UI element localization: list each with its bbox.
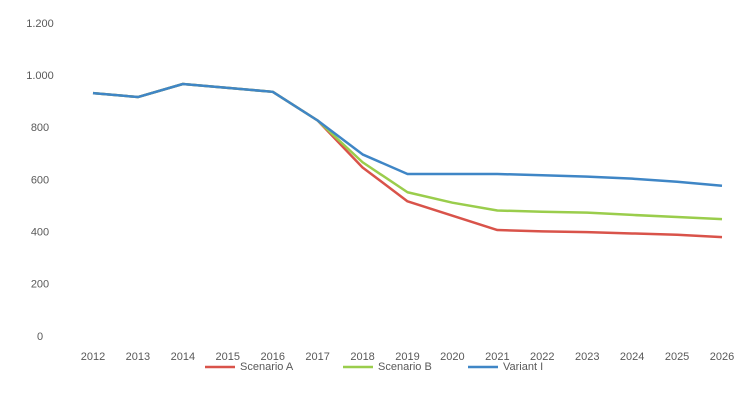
- x-tick-label: 2026: [710, 351, 734, 363]
- x-tick-label: 2013: [126, 351, 150, 363]
- series-line: [92, 82, 723, 187]
- x-tick-label: 2018: [350, 351, 374, 363]
- legend-label: Variant I: [503, 361, 543, 373]
- x-tick-label: 2021: [485, 351, 509, 363]
- x-tick-label: 2017: [305, 351, 329, 363]
- x-tick-label: 2019: [395, 351, 419, 363]
- y-tick-label: 200: [31, 279, 49, 291]
- x-tick-label: 2016: [260, 351, 284, 363]
- y-tick-label: 400: [31, 227, 49, 239]
- y-tick-label: 1.000: [26, 70, 54, 82]
- x-tick-label: 2024: [620, 351, 644, 363]
- series-line: [92, 82, 723, 221]
- x-tick-label: 2014: [171, 351, 195, 363]
- y-tick-label: 1.200: [26, 18, 54, 30]
- x-tick-label: 2023: [575, 351, 599, 363]
- y-tick-label: 0: [37, 331, 43, 343]
- legend-label: Scenario A: [240, 361, 294, 373]
- x-tick-label: 2020: [440, 351, 464, 363]
- x-tick-label: 2012: [81, 351, 105, 363]
- x-tick-label: 2015: [216, 351, 240, 363]
- y-tick-label: 600: [31, 174, 49, 186]
- y-tick-label: 800: [31, 122, 49, 134]
- x-tick-label: 2022: [530, 351, 554, 363]
- legend-label: Scenario B: [378, 361, 432, 373]
- x-tick-label: 2025: [665, 351, 689, 363]
